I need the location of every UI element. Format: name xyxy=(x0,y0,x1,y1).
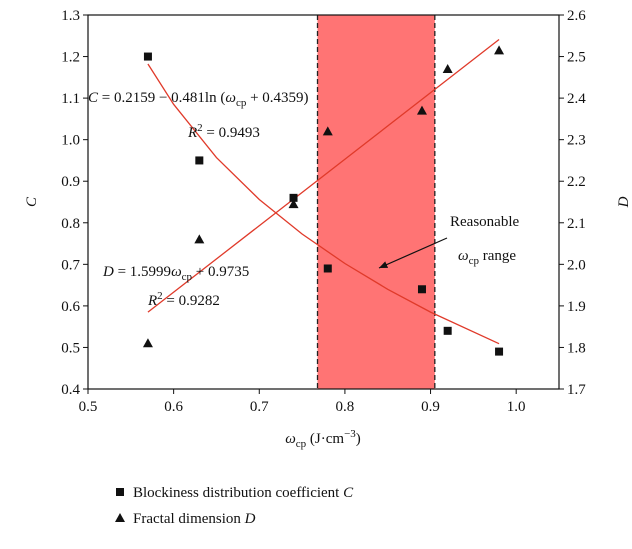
fit-line xyxy=(147,63,500,345)
annotation: R2 = 0.9282 xyxy=(147,290,220,309)
arrow xyxy=(378,237,448,269)
point xyxy=(443,326,452,335)
annotation: R2 = 0.9493 xyxy=(187,122,260,141)
legend-marker xyxy=(115,513,125,522)
y2-tick-label: 2.3 xyxy=(567,133,586,149)
y-tick-label: 1.2 xyxy=(61,50,80,66)
y-tick-label: 1.1 xyxy=(61,91,80,107)
y2-tick-label: 1.9 xyxy=(567,299,586,315)
legend-marker xyxy=(116,488,124,496)
point xyxy=(416,105,427,115)
x-tick-label: 0.5 xyxy=(79,399,98,415)
legend-text: C xyxy=(343,485,354,501)
legend-text: Blockiness distribution coefficient xyxy=(133,485,343,501)
point xyxy=(195,156,204,165)
point xyxy=(494,45,505,55)
point xyxy=(323,264,332,273)
point xyxy=(142,338,153,348)
annotation: C = 0.2159 − 0.481ln (ωcp + 0.4359) xyxy=(88,90,309,109)
annotation: Reasonable xyxy=(450,214,519,230)
y-tick-label: 0.8 xyxy=(61,216,80,232)
point xyxy=(417,285,426,294)
y-axis-label: C xyxy=(24,196,40,207)
y-tick-label: 1.0 xyxy=(61,133,80,149)
y2-tick-label: 1.7 xyxy=(567,382,586,398)
y-tick-label: 1.3 xyxy=(61,8,80,24)
y2-tick-label: 2.2 xyxy=(567,174,586,190)
y2-tick-label: 2.6 xyxy=(567,8,586,24)
y2-tick-label: 2.5 xyxy=(567,50,586,66)
point xyxy=(288,199,299,209)
y2-axis-label: D xyxy=(616,196,632,208)
point xyxy=(289,193,298,202)
y2-tick-label: 2.1 xyxy=(567,216,586,232)
annotation: D = 1.5999ωcp + 0.9735 xyxy=(102,264,249,283)
annotation: ωcp range xyxy=(458,248,516,267)
legend-label: Fractal dimension D xyxy=(133,511,256,527)
y-tick-label: 0.6 xyxy=(61,299,80,315)
legend-label: Blockiness distribution coefficient C xyxy=(133,485,354,501)
y-tick-label: 0.4 xyxy=(61,382,80,398)
y2-tick-label: 2.4 xyxy=(567,91,586,107)
x-tick-label: 1.0 xyxy=(507,399,526,415)
legend-text: D xyxy=(244,511,256,527)
point xyxy=(442,64,453,74)
point xyxy=(322,126,333,136)
x-tick-label: 0.9 xyxy=(421,399,440,415)
y-tick-label: 0.5 xyxy=(61,340,80,356)
y-tick-label: 0.9 xyxy=(61,174,80,190)
y2-tick-label: 2.0 xyxy=(567,257,586,273)
point xyxy=(495,347,504,356)
fit-line xyxy=(147,39,500,313)
point xyxy=(143,52,152,61)
legend-text: Fractal dimension xyxy=(133,511,245,527)
x-tick-label: 0.8 xyxy=(336,399,355,415)
x-tick-label: 0.6 xyxy=(164,399,183,415)
y-tick-label: 0.7 xyxy=(61,257,80,273)
x-tick-label: 0.7 xyxy=(250,399,269,415)
shaded-range xyxy=(317,15,435,389)
plot-frame xyxy=(87,14,560,390)
x-axis-label: ωcp (J·cm−3) xyxy=(285,428,361,450)
point xyxy=(194,234,205,244)
y2-tick-label: 1.8 xyxy=(567,340,586,356)
